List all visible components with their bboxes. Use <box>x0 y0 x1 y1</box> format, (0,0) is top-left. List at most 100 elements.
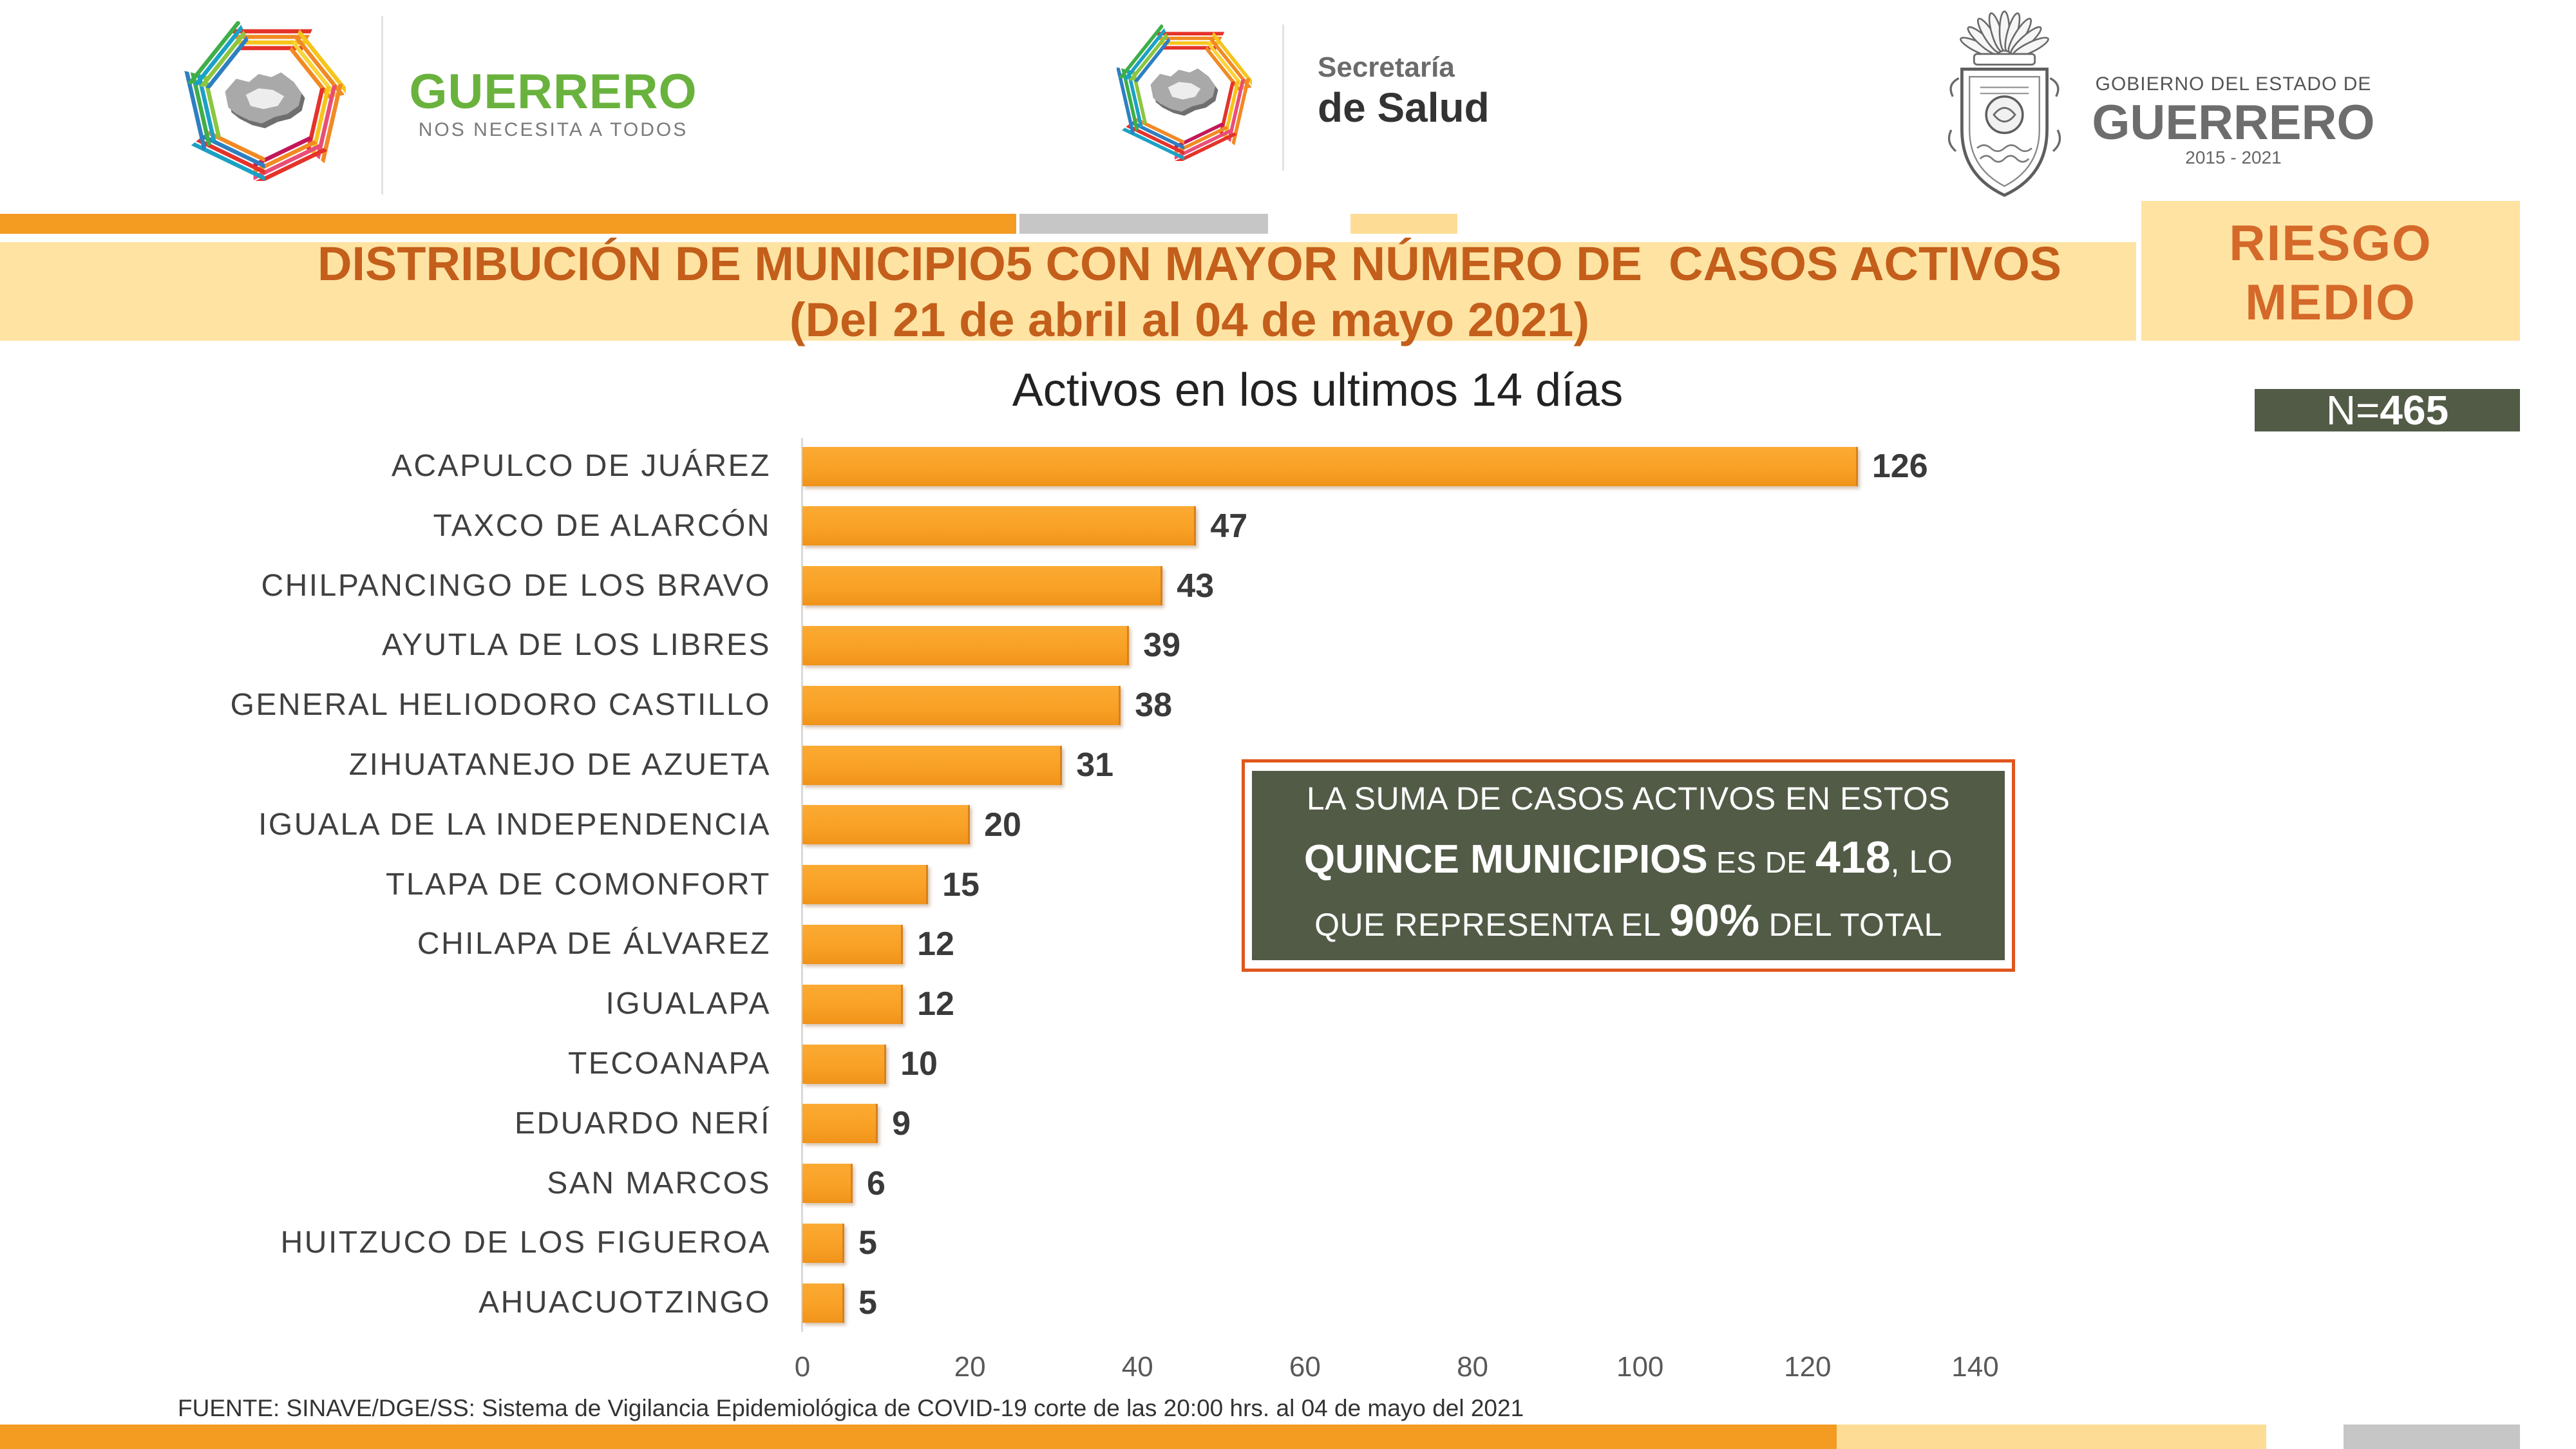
category-label-ahuacuotzingo: AHUACUOTZINGO <box>478 1285 771 1320</box>
value-label-eduardo-neri: 9 <box>892 1104 911 1142</box>
risk-level: MEDIO <box>2245 274 2416 330</box>
top-accent-bar-gray <box>1019 214 1268 234</box>
callout-line-1: LA SUMA DE CASOS ACTIVOS EN ESTOS <box>1307 773 1950 832</box>
value-label-iguala-de-la-independencia: 20 <box>984 806 1021 844</box>
source-note: FUENTE: SINAVE/DGE/SS: Sistema de Vigila… <box>178 1395 1524 1421</box>
x-tick-label: 140 <box>1951 1351 1999 1383</box>
center-brand-line2: de Salud <box>1318 84 1490 131</box>
callout-line-3: QUE REPRESENTA EL 90% DEL TOTAL <box>1314 895 1942 958</box>
x-tick-label: 40 <box>1121 1351 1153 1383</box>
bar-igualapa <box>802 984 904 1024</box>
callout-percent: 90% <box>1669 895 1760 945</box>
title-band <box>0 242 2136 341</box>
category-label-san-marcos: SAN MARCOS <box>547 1166 771 1200</box>
value-label-general-heliodoro-castillo: 38 <box>1135 687 1173 724</box>
category-label-huitzuco-de-los-figueroa: HUITZUCO DE LOS FIGUEROA <box>280 1226 771 1260</box>
callout-text: LA SUMA DE CASOS ACTIVOS EN ESTOS <box>1306 780 1951 817</box>
bar-chart: ACAPULCO DE JUÁREZ 12 6 TAXCO DE ALARCÓN 47 C… <box>0 412 2061 1385</box>
category-label-tlapa-de-comonfort: TLAPA DE COMONFORT <box>386 867 771 902</box>
x-tick-label: 0 <box>794 1351 811 1383</box>
category-label-ayutla-de-los-libres: AYUTLA DE LOS LIBRES <box>382 628 771 663</box>
total-n-badge: N=465 <box>2255 389 2520 431</box>
x-tick-label: 80 <box>1457 1351 1489 1383</box>
bar-chilapa-de-alvarez <box>802 924 904 964</box>
x-tick-label: 20 <box>954 1351 986 1383</box>
bottom-accent-bar-gray <box>2344 1425 2520 1449</box>
value-label-ayutla-de-los-libres: 39 <box>1143 627 1181 665</box>
callout-line-2: QUINCE MUNICIPIOS ES DE 418, LO <box>1304 832 1953 895</box>
right-brand-line1: GOBIERNO DEL ESTADO DE <box>2095 73 2372 95</box>
value-label-zihuatanejo-de-azueta: 31 <box>1076 746 1114 784</box>
right-brand-years: 2015 - 2021 <box>2185 147 2282 167</box>
x-tick-label: 120 <box>1784 1351 1832 1383</box>
value-label-taxco-de-alarcon: 47 <box>1210 507 1248 545</box>
callout-text: ES DE <box>1707 845 1815 879</box>
category-label-iguala-de-la-independencia: IGUALA DE LA INDEPENDENCIA <box>258 807 771 842</box>
n-badge-prefix: N= <box>2325 387 2380 433</box>
y-axis-line <box>801 438 803 1332</box>
bar-huitzuco-de-los-figueroa <box>802 1223 845 1263</box>
category-label-zihuatanejo-de-azueta: ZIHUATANEJO DE AZUETA <box>348 748 771 782</box>
bottom-accent-bar-light <box>1837 1425 2266 1449</box>
value-label-tlapa-de-comonfort: 15 <box>942 866 980 904</box>
summary-callout-body: LA SUMA DE CASOS ACTIVOS EN ESTOS QUINCE… <box>1252 771 2005 960</box>
top-accent-bar-light <box>1350 214 1457 234</box>
category-label-chilapa-de-alvarez: CHILAPA DE ÁLVAREZ <box>417 927 771 961</box>
value-label-huitzuco-de-los-figueroa: 5 <box>858 1224 877 1262</box>
category-label-chilpancingo-de-los-bravo: CHILPANCINGO DE LOS BRAVO <box>261 568 771 603</box>
right-brand-block: GOBIERNO DEL ESTADO DE GUERRERO 2015 - 2… <box>2085 72 2382 169</box>
secretaria-star-logo-icon <box>1117 24 1252 161</box>
left-brand-tagline: NOS NECESITA A TODOS <box>418 119 688 140</box>
bar-acapulco-de-juarez <box>802 446 1858 486</box>
value-label-chilapa-de-alvarez: 12 <box>917 925 954 963</box>
guerrero-star-logo-icon <box>184 21 346 181</box>
x-tick-label: 60 <box>1289 1351 1321 1383</box>
title-date-range: (Del 21 de abril al 04 de mayo 2021) <box>789 293 1590 346</box>
bar-chilpancingo-de-los-bravo <box>802 566 1163 606</box>
bottom-accent-bar-orange <box>0 1425 1837 1449</box>
value-label-igualapa: 12 <box>917 985 954 1023</box>
bar-tecoanapa <box>802 1044 887 1084</box>
callout-text: QUE REPRESENTA EL <box>1314 906 1669 943</box>
n-badge-value: 465 <box>2380 387 2449 433</box>
bar-iguala-de-la-independencia <box>802 805 971 845</box>
risk-level-box: RIESGO MEDIO <box>2141 201 2520 341</box>
category-label-general-heliodoro-castillo: GENERAL HELIODORO CASTILLO <box>230 688 771 723</box>
value-label-san-marcos: 6 <box>867 1164 886 1202</box>
bar-ayutla-de-los-libres <box>802 625 1130 665</box>
category-label-taxco-de-alarcon: TAXCO DE ALARCÓN <box>433 508 771 543</box>
callout-total-cases: 418 <box>1815 831 1891 882</box>
slide-title: DISTRIBUCIÓN DE MUNICIPIO5 CON MAYOR NÚM… <box>211 236 2168 348</box>
category-label-tecoanapa: TECOANAPA <box>568 1046 771 1081</box>
header-divider <box>1282 24 1284 171</box>
category-label-igualapa: IGUALAPA <box>605 987 771 1021</box>
coat-of-arms-icon <box>1947 10 2061 197</box>
bar-general-heliodoro-castillo <box>802 685 1121 725</box>
center-brand-block: Secretaría de Salud <box>1318 50 1490 130</box>
x-tick-label: 100 <box>1616 1351 1664 1383</box>
value-label-tecoanapa: 10 <box>900 1045 938 1083</box>
bar-zihuatanejo-de-azueta <box>802 745 1063 785</box>
bar-san-marcos <box>802 1164 853 1204</box>
category-label-eduardo-neri: EDUARDO NERÍ <box>514 1106 771 1141</box>
bar-ahuacuotzingo <box>802 1283 845 1323</box>
bar-tlapa-de-comonfort <box>802 865 929 905</box>
center-brand-line1: Secretaría <box>1318 52 1455 83</box>
callout-text: DEL TOTAL <box>1759 906 1942 943</box>
value-label-ahuacuotzingo: 5 <box>858 1284 877 1322</box>
left-brand-block: GUERRERO NOS NECESITA A TODOS <box>405 63 701 143</box>
top-accent-bar-orange <box>0 214 1016 234</box>
callout-municipios: QUINCE MUNICIPIOS <box>1303 837 1708 882</box>
chart-title: Activos en los ultimos 14 días <box>1012 365 1624 416</box>
summary-callout: LA SUMA DE CASOS ACTIVOS EN ESTOS QUINCE… <box>1242 759 2015 972</box>
bar-eduardo-neri <box>802 1104 878 1144</box>
risk-label: RIESGO <box>2229 214 2432 271</box>
category-label-acapulco-de-juarez: ACAPULCO DE JUÁREZ <box>391 449 771 483</box>
header-divider <box>381 16 383 194</box>
callout-text: , LO <box>1890 843 1953 880</box>
bar-taxco-de-alarcon <box>802 506 1197 546</box>
right-brand-title: GUERRERO <box>2092 95 2375 150</box>
value-label-chilpancingo-de-los-bravo: 43 <box>1177 567 1215 605</box>
title-line1: DISTRIBUCIÓN DE MUNICIPIO5 CON MAYOR NÚM… <box>317 237 2062 290</box>
